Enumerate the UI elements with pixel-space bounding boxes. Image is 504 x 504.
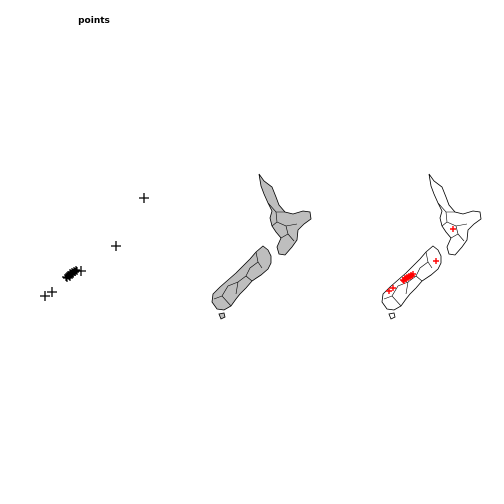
point-marker: [47, 287, 57, 297]
point-marker: [386, 288, 392, 294]
point-marker: [433, 258, 439, 264]
point-marker: [68, 271, 76, 279]
point-marker: [111, 241, 121, 251]
point-marker: [40, 291, 50, 301]
north-island-outline: [428, 173, 482, 256]
stewart-island: [218, 312, 226, 320]
point-marker: [73, 267, 81, 275]
north-island: [258, 173, 312, 256]
point-marker: [409, 273, 415, 279]
stewart-island: [388, 312, 396, 320]
north-island-boundaries: [437, 202, 468, 242]
north-island-outline-map: [428, 173, 482, 256]
south-island-boundaries: [213, 251, 263, 307]
overlay-points: [386, 226, 456, 294]
north-island-outline: [258, 173, 312, 256]
south-island-boundaries: [383, 251, 433, 307]
south-island-outline-map: [381, 245, 442, 311]
panel-title-points: points: [78, 16, 110, 26]
point-marker: [401, 278, 407, 284]
north-island-boundaries: [267, 202, 298, 242]
point-marker: [390, 285, 396, 291]
point-marker: [66, 273, 74, 281]
south-island-outline: [211, 245, 272, 311]
regions-with-points-map: [381, 173, 482, 320]
point-marker: [450, 226, 456, 232]
points-panel: [40, 193, 149, 301]
regions-filled-map: [211, 173, 312, 320]
point-marker: [139, 193, 149, 203]
south-island: [211, 245, 272, 311]
south-island-outline: [381, 245, 442, 311]
